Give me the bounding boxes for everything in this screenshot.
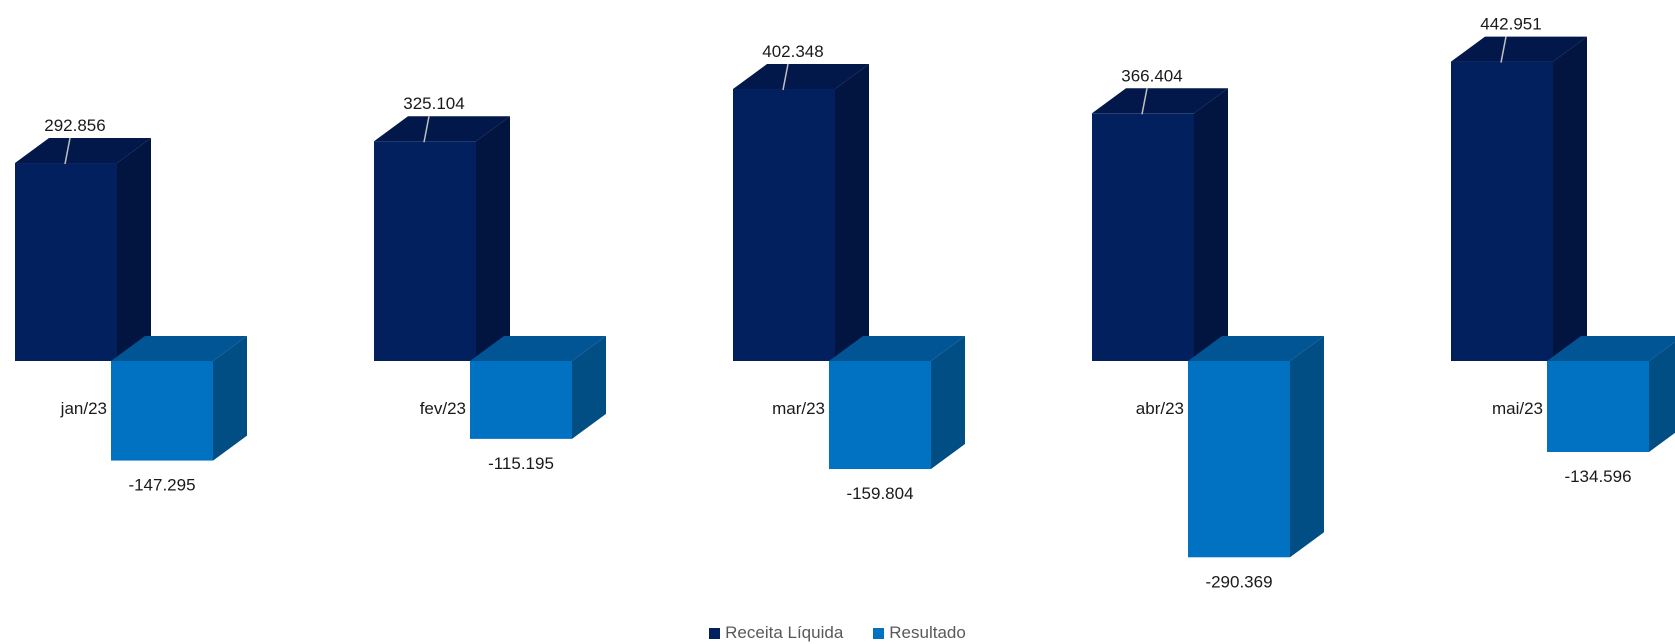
bar-resultado-mar/23 xyxy=(829,336,965,470)
bar-resultado-fev/23-top xyxy=(470,336,606,361)
leader-line-receita-mai/23 xyxy=(1500,36,1507,63)
bar-receita-mai/23-side xyxy=(1553,36,1587,361)
bar-resultado-abr/23-top xyxy=(1188,336,1324,361)
data-label-receita-mar/23: 402.348 xyxy=(762,42,823,61)
legend-swatch-receita xyxy=(709,627,721,639)
bar-receita-mar/23 xyxy=(733,64,869,361)
bar-receita-jan/23-front xyxy=(15,163,117,361)
data-label-resultado-jan/23: -147.295 xyxy=(128,476,195,495)
bar-receita-mai/23-front xyxy=(1451,61,1553,361)
data-label-resultado-mar/23: -159.804 xyxy=(846,484,913,503)
bar-resultado-mai/23-side xyxy=(1649,341,1675,452)
bar-resultado-abr/23-front xyxy=(1188,361,1290,558)
bar-receita-mai/23 xyxy=(1451,36,1587,361)
bar-resultado-abr/23-side xyxy=(1290,336,1324,558)
bar-resultado-jan/23-top xyxy=(111,336,247,361)
data-label-receita-abr/23: 366.404 xyxy=(1121,66,1182,85)
data-label-resultado-abr/23: -290.369 xyxy=(1205,572,1272,591)
bar-resultado-jan/23-side xyxy=(213,336,247,461)
data-label-resultado-fev/23: -115.195 xyxy=(488,454,554,473)
legend-label-resultado: Resultado xyxy=(889,623,966,642)
bar-receita-abr/23 xyxy=(1092,88,1228,361)
bar-resultado-mar/23-top xyxy=(829,336,965,361)
bar-receita-jan/23 xyxy=(15,138,151,361)
bar-receita-mar/23-side xyxy=(835,64,869,361)
chart-legend: Receita Líquida Resultado xyxy=(0,623,1675,643)
bar-receita-fev/23-top xyxy=(374,116,510,142)
bar-receita-fev/23-front xyxy=(374,141,476,361)
bar-resultado-mar/23-side xyxy=(931,336,965,470)
leader-line-receita-jan/23 xyxy=(64,137,71,165)
leader-line-receita-mar/23 xyxy=(782,63,789,91)
category-label-mai/23: mai/23 xyxy=(1492,399,1543,418)
data-label-receita-fev/23: 325.104 xyxy=(403,94,464,113)
bar-resultado-jan/23 xyxy=(111,336,247,461)
bar-receita-fev/23-side xyxy=(476,116,510,361)
legend-label-receita: Receita Líquida xyxy=(725,623,844,642)
data-label-receita-mai/23: 442.951 xyxy=(1480,15,1541,34)
bar-receita-jan/23-top xyxy=(15,138,151,164)
category-label-mar/23: mar/23 xyxy=(772,399,825,418)
data-label-receita-jan/23: 292.856 xyxy=(44,116,105,135)
bar-receita-mar/23-top xyxy=(733,64,869,90)
category-label-fev/23: fev/23 xyxy=(420,399,466,418)
bar-receita-mar/23-front xyxy=(733,89,835,361)
bar-receita-jan/23-side xyxy=(117,138,151,361)
legend-swatch-resultado xyxy=(873,627,885,639)
bar-resultado-mar/23-front xyxy=(829,361,931,470)
bar-receita-abr/23-side xyxy=(1194,88,1228,361)
category-label-abr/23: abr/23 xyxy=(1136,399,1184,418)
bar-resultado-mai/23-top xyxy=(1547,336,1675,361)
leader-line-receita-fev/23 xyxy=(423,116,430,143)
bar-resultado-abr/23 xyxy=(1188,336,1324,558)
category-label-jan/23: jan/23 xyxy=(60,399,107,418)
bar-resultado-fev/23-side xyxy=(572,336,606,439)
bar-receita-abr/23-front xyxy=(1092,113,1194,361)
bar-resultado-mai/23-front xyxy=(1547,361,1649,452)
bar-resultado-fev/23-front xyxy=(470,361,572,439)
bar-receita-abr/23-top xyxy=(1092,88,1228,114)
legend-item-receita: Receita Líquida xyxy=(709,623,843,643)
bar-receita-fev/23 xyxy=(374,116,510,361)
leader-line-receita-abr/23 xyxy=(1141,88,1148,115)
bar-resultado-mai/23 xyxy=(1547,336,1675,452)
bar-resultado-fev/23 xyxy=(470,336,606,439)
legend-item-resultado: Resultado xyxy=(873,623,966,643)
data-label-resultado-mai/23: -134.596 xyxy=(1564,467,1631,486)
bar-receita-mai/23-top xyxy=(1451,36,1587,62)
bar-resultado-jan/23-front xyxy=(111,361,213,461)
